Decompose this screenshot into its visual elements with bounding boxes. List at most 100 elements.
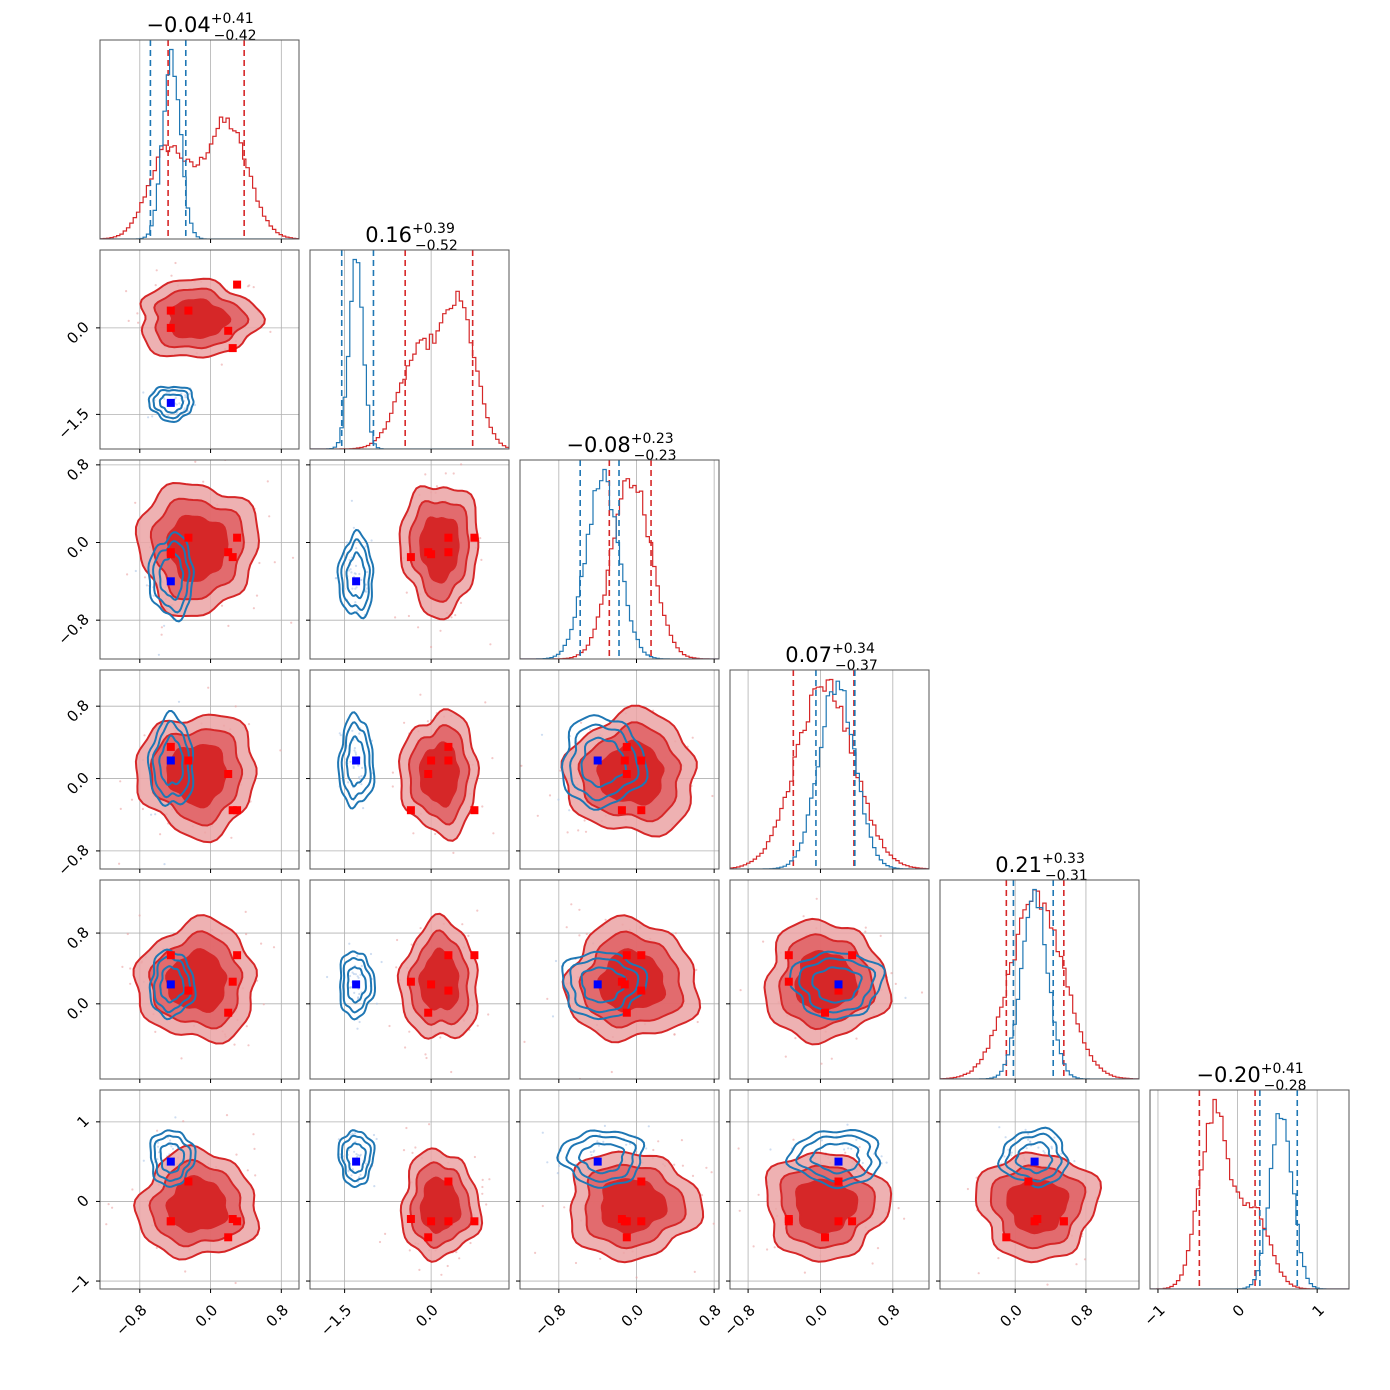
- blue-marker-0: [834, 980, 843, 989]
- red-sample-point: [444, 472, 447, 475]
- blue-sample-point: [365, 583, 368, 586]
- red-marker-2: [424, 770, 433, 778]
- red-sample-point: [405, 591, 408, 594]
- blue-marker-0: [352, 980, 361, 989]
- red-marker-2: [224, 326, 233, 335]
- red-sample-point: [129, 967, 132, 970]
- x-tick-label: 0.8: [874, 1301, 904, 1331]
- blue-contour-1: [152, 388, 191, 420]
- panel-frame: [99, 1089, 300, 1290]
- red-sample-point: [107, 1203, 110, 1206]
- red-sample-point: [565, 926, 568, 929]
- blue-sample-point: [326, 975, 329, 979]
- blue-marker-0: [352, 1157, 361, 1166]
- red-sample-point: [378, 1240, 382, 1244]
- blue-sample-point: [593, 1149, 596, 1152]
- panel-content: [310, 1090, 509, 1289]
- red-sample-point: [691, 1174, 695, 1177]
- blue-sample-point: [372, 1133, 376, 1137]
- panel-frame: [309, 459, 510, 660]
- red-sample-point: [450, 616, 453, 619]
- blue-sample-point: [375, 1002, 378, 1005]
- red-sample-point: [460, 463, 463, 466]
- red-marker-5: [470, 1217, 479, 1226]
- red-sample-point: [111, 1206, 114, 1209]
- blue-sample-point: [357, 1154, 360, 1157]
- blue-sample-point: [351, 729, 354, 732]
- red-sample-point: [757, 1193, 760, 1196]
- blue-sample-point: [342, 1155, 345, 1158]
- red-sample-point: [997, 1257, 1000, 1260]
- blue-sample-point: [134, 569, 137, 573]
- title-minus: −0.28: [1264, 1078, 1307, 1094]
- blue-sample-point: [353, 749, 356, 752]
- blue-sample-point: [163, 397, 166, 400]
- blue-sample-point: [349, 760, 352, 763]
- blue-sample-point: [156, 1145, 160, 1148]
- red-sample-point: [170, 274, 173, 277]
- panel-r4-c4: 0.21+0.33 −0.31: [939, 851, 1140, 1083]
- panel-frame: [309, 879, 510, 1080]
- blue-sample-point: [515, 980, 517, 982]
- blue-sample-point: [359, 778, 362, 781]
- red-sample-point: [738, 1209, 741, 1212]
- red-sample-point: [435, 485, 438, 488]
- blue-sample-point: [568, 809, 571, 812]
- blue-contour-0: [159, 1142, 186, 1174]
- red-marker-4: [166, 323, 175, 332]
- red-sample-point: [252, 607, 255, 610]
- blue-sample-point: [359, 1173, 362, 1176]
- red-sample-point: [481, 1185, 484, 1189]
- red-contour-2: [165, 1174, 229, 1233]
- x-tick-label: −1: [1140, 1301, 1168, 1329]
- red-sample-point: [966, 1187, 970, 1191]
- blue-sample-point: [156, 1158, 159, 1161]
- blue-sample-point: [590, 1153, 593, 1157]
- red-marker-3: [406, 806, 415, 815]
- red-sample-point: [129, 982, 132, 985]
- red-marker-4: [427, 1217, 436, 1226]
- red-sample-point: [268, 515, 271, 518]
- red-marker-4: [166, 1217, 175, 1226]
- red-marker-1: [637, 1177, 646, 1186]
- param-title-3: 0.07+0.34 −0.37: [785, 641, 878, 674]
- blue-sample-point: [1050, 1145, 1053, 1148]
- blue-sample-point: [357, 764, 360, 767]
- red-marker-1: [184, 306, 193, 315]
- red-marker-0: [166, 742, 175, 751]
- red-marker-4: [620, 1217, 629, 1226]
- red-sample-point: [469, 1241, 472, 1245]
- blue-sample-point: [169, 1139, 172, 1142]
- red-marker-5: [1059, 1217, 1068, 1226]
- blue-sample-point: [167, 413, 170, 416]
- red-marker-1: [1024, 1177, 1033, 1186]
- red-marker-5: [637, 1217, 646, 1226]
- panel-content: [515, 880, 719, 1079]
- blue-sample-point: [366, 570, 369, 574]
- blue-sample-point: [1007, 1148, 1010, 1151]
- red-sample-point: [260, 942, 263, 945]
- red-sample-point: [784, 1055, 787, 1058]
- panel-content: [100, 1090, 299, 1289]
- blue-sample-point: [142, 1159, 145, 1162]
- red-sample-point: [1046, 1283, 1049, 1286]
- blue-sample-point: [354, 601, 357, 604]
- red-sample-point: [707, 1251, 709, 1253]
- blue-sample-point: [355, 1153, 358, 1156]
- blue-sample-point: [184, 394, 187, 397]
- red-sample-point: [566, 831, 569, 834]
- blue-sample-point: [597, 1144, 601, 1147]
- blue-sample-point: [354, 751, 357, 754]
- red-sample-point: [455, 1251, 458, 1254]
- blue-sample-point: [370, 539, 373, 542]
- blue-marker-0: [593, 1157, 602, 1166]
- red-sample-point: [143, 576, 147, 579]
- blue-sample-point: [365, 590, 368, 593]
- red-sample-point: [546, 997, 549, 1001]
- red-marker-3: [406, 977, 415, 986]
- red-marker-0: [166, 951, 175, 960]
- panel-r4-c0: 0.0 0.8: [63, 879, 300, 1083]
- red-marker-5: [233, 806, 242, 815]
- title-minus: −0.52: [415, 238, 458, 254]
- blue-sample-point: [369, 952, 373, 956]
